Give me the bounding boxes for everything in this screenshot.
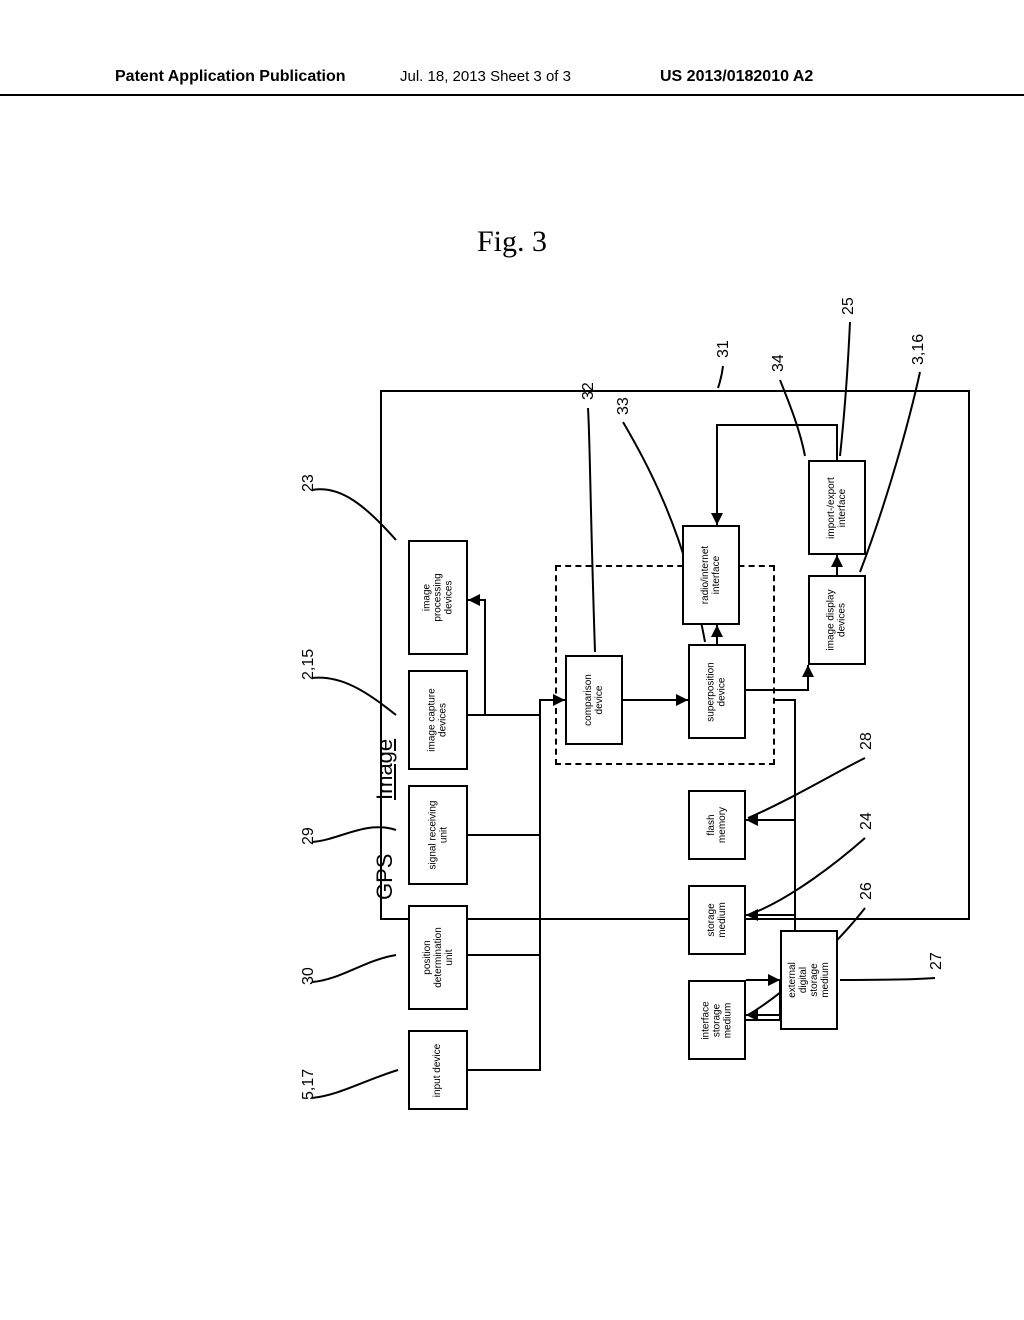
block-input-device: input device bbox=[408, 1030, 468, 1110]
ref-5-17: 5,17 bbox=[300, 1069, 318, 1100]
ref-31: 31 bbox=[715, 340, 733, 358]
ext-label-image: Image bbox=[372, 739, 398, 800]
patent-page: Patent Application Publication Jul. 18, … bbox=[0, 0, 1024, 1320]
block-position-det: position determination unit bbox=[408, 905, 468, 1010]
block-flash-memory: flash memory bbox=[688, 790, 746, 860]
ref-27: 27 bbox=[928, 952, 946, 970]
ref-34: 34 bbox=[770, 354, 788, 372]
ref-24: 24 bbox=[858, 812, 876, 830]
header-center: Jul. 18, 2013 Sheet 3 of 3 bbox=[400, 68, 571, 85]
block-interface-storage: interface storage medium bbox=[688, 980, 746, 1060]
ref-29: 29 bbox=[300, 827, 318, 845]
figure-title: Fig. 3 bbox=[0, 225, 1024, 259]
block-import-export: import-/export interface bbox=[808, 460, 866, 555]
page-header: Patent Application Publication Jul. 18, … bbox=[0, 68, 1024, 96]
ext-label-gps: GPS bbox=[372, 854, 398, 900]
ref-2-15: 2,15 bbox=[300, 649, 318, 680]
header-right: US 2013/0182010 A2 bbox=[660, 68, 813, 86]
block-radio-internet: radio/internet interface bbox=[682, 525, 740, 625]
block-diagram: image processing devices image capture de… bbox=[140, 260, 760, 1040]
block-signal-receiving: signal receiving unit bbox=[408, 785, 468, 885]
ref-25: 25 bbox=[840, 297, 858, 315]
block-image-display: image display devices bbox=[808, 575, 866, 665]
ref-33: 33 bbox=[615, 397, 633, 415]
ref-32: 32 bbox=[580, 382, 598, 400]
block-superposition: superposition device bbox=[688, 644, 746, 739]
block-image-capture: image capture devices bbox=[408, 670, 468, 770]
block-storage-medium: storage medium bbox=[688, 885, 746, 955]
ref-3-16: 3,16 bbox=[910, 334, 928, 365]
ref-28: 28 bbox=[858, 732, 876, 750]
block-image-processing: image processing devices bbox=[408, 540, 468, 655]
block-external-storage: external digital storage medium bbox=[780, 930, 838, 1030]
ref-26: 26 bbox=[858, 882, 876, 900]
block-comparison: comparison device bbox=[565, 655, 623, 745]
header-left: Patent Application Publication bbox=[115, 68, 346, 86]
ref-23: 23 bbox=[300, 474, 318, 492]
ref-30: 30 bbox=[300, 967, 318, 985]
